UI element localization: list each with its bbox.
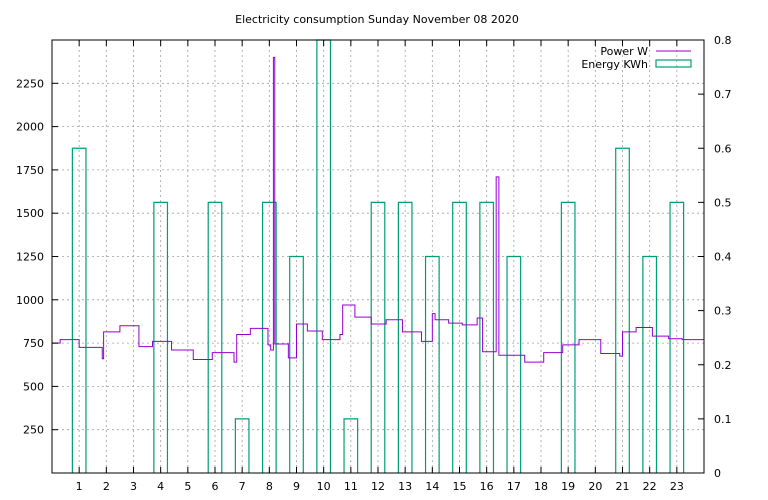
y2-tick-label: 0 bbox=[714, 467, 721, 480]
x-tick-label: 2 bbox=[103, 480, 110, 493]
y2-tick-label: 0.1 bbox=[714, 413, 732, 426]
energy-box bbox=[289, 255, 304, 473]
energy-box bbox=[560, 201, 576, 473]
x-tick-label: 22 bbox=[643, 480, 657, 493]
y-tick-label: 2000 bbox=[16, 121, 44, 134]
energy-box bbox=[261, 201, 277, 473]
x-tick-label: 19 bbox=[561, 480, 575, 493]
y-tick-label: 1250 bbox=[16, 251, 44, 264]
x-tick-label: 20 bbox=[588, 480, 602, 493]
x-tick-label: 8 bbox=[266, 480, 273, 493]
x-tick-label: 12 bbox=[371, 480, 385, 493]
energy-box bbox=[424, 255, 440, 473]
x-axis: 1 2 3 4 5 6 7 8 9 10 11 12 13 14 15 16 17 18 19 20 21 22 23 bbox=[76, 40, 684, 493]
x-tick-label: 16 bbox=[480, 480, 494, 493]
x-tick-label: 6 bbox=[212, 480, 219, 493]
y2-tick-label: 0.2 bbox=[714, 359, 732, 372]
energy-box bbox=[234, 418, 250, 473]
x-tick-label: 4 bbox=[157, 480, 164, 493]
x-tick-label: 5 bbox=[184, 480, 191, 493]
y2-tick-label: 0.5 bbox=[714, 196, 732, 209]
x-tick-label: 18 bbox=[534, 480, 548, 493]
energy-box bbox=[153, 201, 169, 473]
x-tick-label: 17 bbox=[507, 480, 521, 493]
x-tick-label: 3 bbox=[130, 480, 137, 493]
energy-box bbox=[506, 255, 522, 473]
y2-tick-label: 0.4 bbox=[714, 251, 732, 264]
legend-swatch-energy bbox=[655, 59, 692, 68]
x-tick-label: 10 bbox=[317, 480, 331, 493]
y2-tick-label: 0.6 bbox=[714, 142, 732, 155]
energy-box bbox=[343, 418, 359, 473]
x-tick-label: 21 bbox=[616, 480, 630, 493]
x-tick-label: 13 bbox=[398, 480, 412, 493]
energy-box bbox=[615, 147, 630, 473]
energy-box bbox=[479, 201, 495, 473]
y-tick-label: 500 bbox=[23, 380, 44, 393]
y-tick-label: 750 bbox=[23, 337, 44, 350]
energy-box bbox=[207, 201, 223, 473]
x-tick-label: 15 bbox=[453, 480, 467, 493]
legend-label-energy: Energy KWh bbox=[581, 58, 648, 71]
y2-tick-label: 0.7 bbox=[714, 88, 732, 101]
y-axis-left: 250 500 750 1000 1250 1500 1750 2000 2250 bbox=[16, 77, 58, 437]
energy-box bbox=[452, 201, 467, 473]
x-tick-label: 9 bbox=[293, 480, 300, 493]
x-tick-label: 11 bbox=[344, 480, 358, 493]
energy-box bbox=[370, 201, 386, 473]
energy-box bbox=[397, 201, 413, 473]
x-tick-label: 1 bbox=[76, 480, 83, 493]
y-tick-label: 1000 bbox=[16, 294, 44, 307]
y-tick-label: 1750 bbox=[16, 164, 44, 177]
y-tick-label: 2250 bbox=[16, 77, 44, 90]
y2-tick-label: 0.8 bbox=[714, 34, 732, 47]
power-series bbox=[52, 56, 704, 363]
x-tick-label: 14 bbox=[425, 480, 439, 493]
x-tick-label: 7 bbox=[239, 480, 246, 493]
x-tick-label: 23 bbox=[670, 480, 684, 493]
grid-lines bbox=[52, 40, 704, 473]
energy-box bbox=[71, 147, 87, 473]
y-axis-right: 0 0.1 0.2 0.3 0.4 0.5 0.6 0.7 0.8 bbox=[698, 34, 732, 480]
energy-box bbox=[669, 201, 685, 473]
energy-box bbox=[642, 255, 658, 473]
y-tick-label: 1500 bbox=[16, 207, 44, 220]
y2-tick-label: 0.3 bbox=[714, 305, 732, 318]
power-line bbox=[52, 56, 704, 363]
y-tick-label: 250 bbox=[23, 424, 44, 437]
chart-title: Electricity consumption Sunday November … bbox=[235, 13, 519, 26]
legend-label-power: Power W bbox=[600, 45, 648, 58]
